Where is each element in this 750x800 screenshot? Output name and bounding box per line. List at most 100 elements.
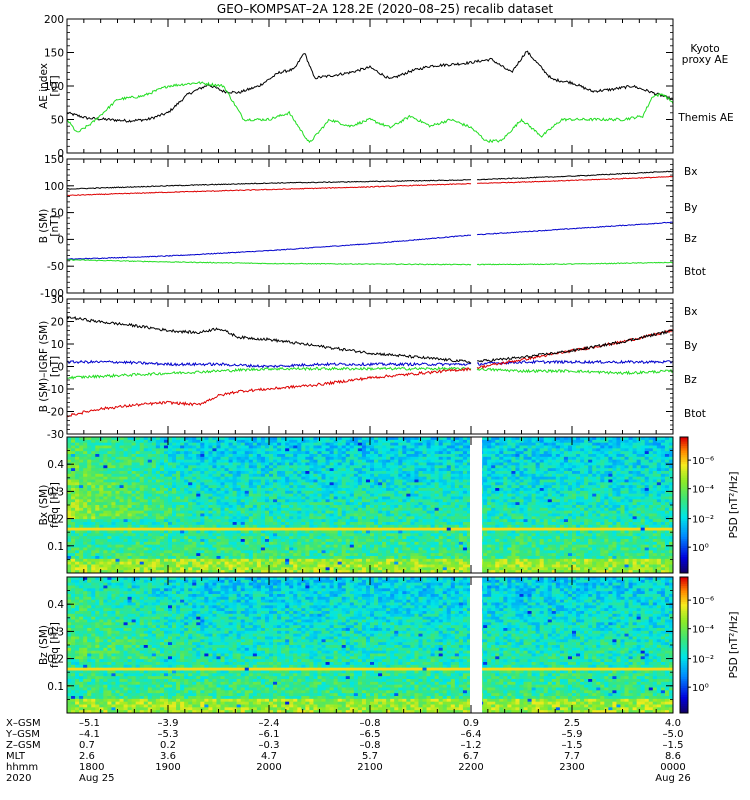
spectrogram-cell xyxy=(147,442,153,446)
spectrogram-cell xyxy=(71,468,76,472)
spectrogram-cell xyxy=(414,437,419,441)
spectrogram-cell xyxy=(353,445,359,449)
y-tick-label: -100 xyxy=(40,288,64,300)
spectrogram-cell xyxy=(240,510,246,514)
spectrogram-cell xyxy=(79,505,84,509)
spectrogram-cell xyxy=(357,536,363,540)
spectrogram-cell xyxy=(79,496,84,500)
spectrogram-cell xyxy=(111,473,116,478)
spectrogram-cell xyxy=(426,522,431,526)
spectrogram-cell xyxy=(305,488,310,492)
spectrogram-cell xyxy=(155,533,161,537)
spectrogram-cell xyxy=(204,485,209,489)
spectrogram-cell xyxy=(87,439,92,444)
spectrogram-cell xyxy=(184,541,189,546)
spectrogram-cell xyxy=(139,561,145,565)
spectrogram-cell xyxy=(301,485,306,489)
spectrogram-cell xyxy=(281,544,286,548)
spectrogram-cell xyxy=(168,519,173,523)
spectrogram-cell xyxy=(256,524,262,529)
spectrogram-cell xyxy=(172,482,177,486)
spectrogram-cell xyxy=(269,496,274,500)
spectrogram-cell xyxy=(111,524,116,529)
spectrogram-cell xyxy=(414,493,419,497)
spectrogram-cell xyxy=(410,513,415,517)
spectrogram-cell xyxy=(200,553,205,557)
spectrogram-cell xyxy=(337,437,343,441)
spectrogram-cell xyxy=(260,488,266,492)
spectrogram-cell xyxy=(430,567,436,571)
spectrogram-cell xyxy=(341,456,347,461)
spectrogram-cell xyxy=(75,547,80,551)
spectrogram-cell xyxy=(256,519,262,523)
spectrogram-cell xyxy=(341,476,347,480)
spectrogram-cell xyxy=(329,567,335,571)
spectrogram-cell xyxy=(131,539,137,543)
spectrogram-cell xyxy=(123,513,128,517)
spectrogram-cell xyxy=(196,448,201,452)
spectrogram-cell xyxy=(386,530,391,534)
spectrogram-cell xyxy=(155,553,161,557)
spectrogram-cell xyxy=(374,479,379,483)
spectrogram-cell xyxy=(256,547,262,551)
spectrogram-cell xyxy=(163,459,169,463)
spectrogram-cell xyxy=(260,439,266,444)
spectrogram-cell xyxy=(438,536,444,540)
spectrogram-cell xyxy=(163,505,169,509)
spectrogram-cell xyxy=(341,439,347,444)
spectrogram-cell xyxy=(220,451,225,455)
spectrogram-cell xyxy=(390,439,395,444)
spectrogram-cell xyxy=(398,530,403,534)
spectrogram-cell xyxy=(256,473,262,478)
spectrogram-cell xyxy=(285,448,290,452)
spectrogram-cell xyxy=(220,454,225,458)
spectrogram-cell xyxy=(293,513,298,517)
spectrogram-cell xyxy=(244,468,250,472)
spectrogram-cell xyxy=(91,496,96,500)
spectrogram-cell xyxy=(224,556,229,560)
spectrogram-cell xyxy=(176,482,181,486)
spectrogram-cell xyxy=(426,473,431,478)
spectrogram-cell xyxy=(184,485,189,489)
spectrogram-cell xyxy=(406,524,411,529)
spectrogram-cell xyxy=(390,527,395,531)
spectrogram-cell xyxy=(361,496,367,500)
spectrogram-cell xyxy=(374,459,379,463)
spectrogram-cell xyxy=(135,561,141,565)
spectrogram-cell xyxy=(269,468,274,472)
spectrogram-cell xyxy=(143,488,149,492)
spectrogram-cell xyxy=(374,439,379,444)
spectrogram-cell xyxy=(422,502,427,506)
spectrogram-cell xyxy=(438,522,444,526)
spectrogram-cell xyxy=(353,507,359,512)
spectrogram-cell xyxy=(260,482,266,486)
spectrogram-cell xyxy=(309,496,314,500)
spectrogram-cell xyxy=(414,456,419,461)
spectrogram-cell xyxy=(155,513,161,517)
spectrogram-cell xyxy=(216,465,221,469)
spectrogram-cell xyxy=(252,516,258,520)
spectrogram-cell xyxy=(71,496,76,500)
spectrogram-cell xyxy=(155,530,161,534)
spectrogram-cell xyxy=(87,496,92,500)
spectrogram-cell xyxy=(438,533,444,537)
spectrogram-cell xyxy=(192,473,197,478)
spectrogram-cell xyxy=(345,524,351,529)
spectrogram-cell xyxy=(135,553,141,557)
spectrogram-cell xyxy=(212,505,217,509)
spectrogram-cell xyxy=(79,439,84,444)
spectrogram-cell xyxy=(414,544,419,548)
spectrogram-cell xyxy=(151,471,157,475)
spectrogram-cell xyxy=(127,437,133,441)
spectrogram-cell xyxy=(240,499,246,503)
spectrogram-cell xyxy=(357,513,363,517)
spectrogram-cell xyxy=(208,493,213,497)
spectrogram-cell xyxy=(398,544,403,548)
spectrogram-cell xyxy=(131,473,137,478)
spectrogram-cell xyxy=(147,507,153,512)
spectrogram-cell xyxy=(382,496,387,500)
spectrogram-cell xyxy=(115,448,120,452)
spectrogram-cell xyxy=(236,448,242,452)
spectrogram-cell xyxy=(172,485,177,489)
spectrogram-cell xyxy=(71,465,76,469)
